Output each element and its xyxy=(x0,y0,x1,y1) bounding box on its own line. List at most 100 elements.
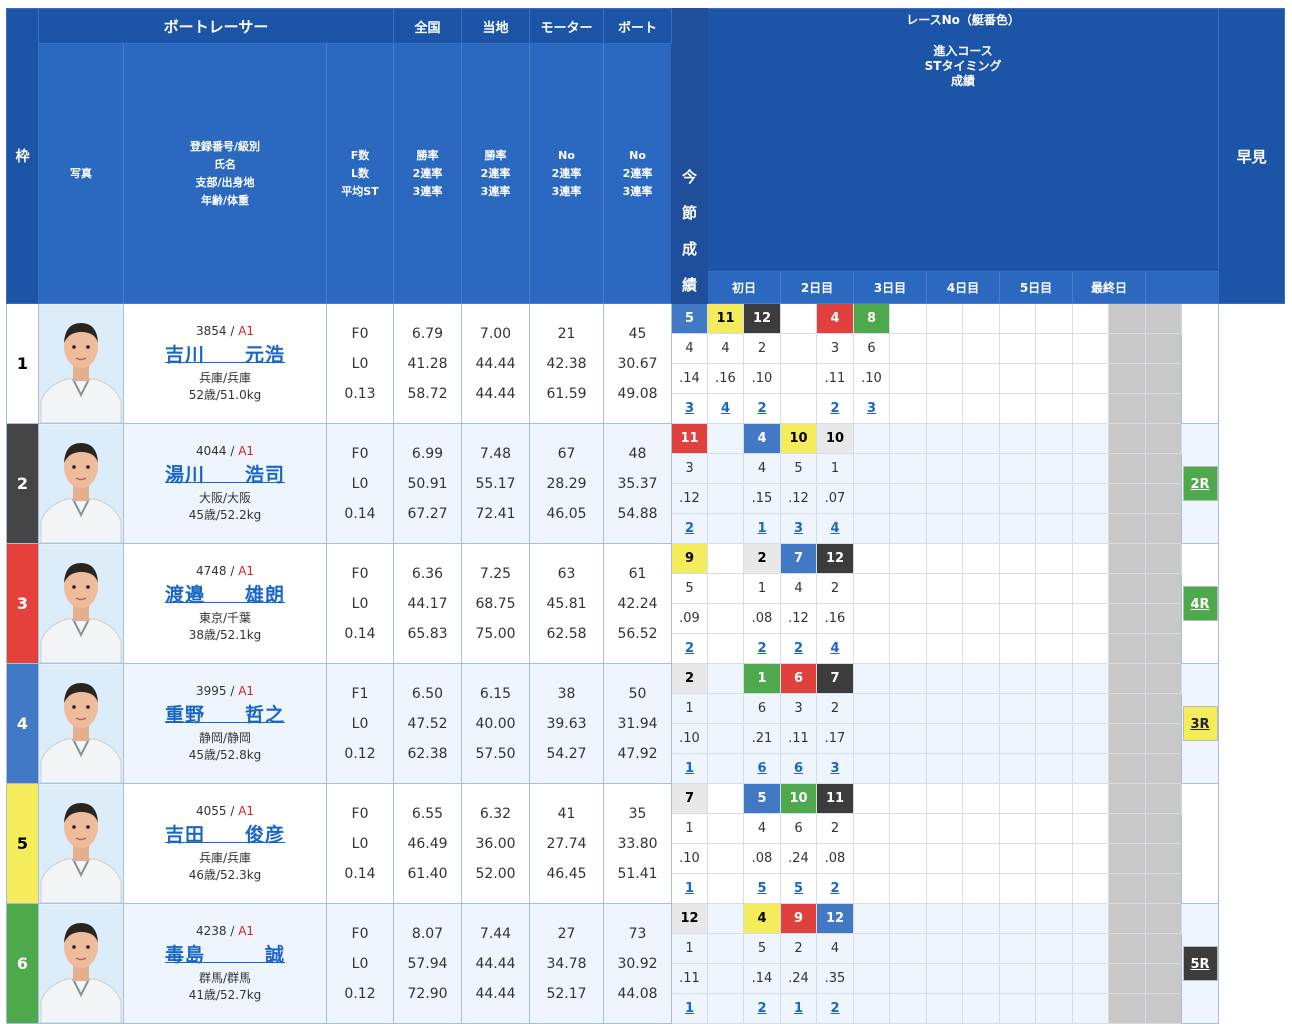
racer-photo-icon xyxy=(39,304,123,423)
race-cell xyxy=(780,333,817,364)
race-cell xyxy=(707,813,744,844)
racer-age-weight: 45歳/52.2kg xyxy=(188,508,262,522)
racer-photo xyxy=(38,303,124,424)
race-cell xyxy=(926,693,963,724)
result-link[interactable]: 4 xyxy=(830,641,840,656)
race-cell: 1 xyxy=(671,813,708,844)
race-cell xyxy=(962,753,1000,784)
result-link[interactable]: 1 xyxy=(684,881,695,896)
racer-class: A1 xyxy=(238,564,255,578)
race-cell xyxy=(1108,333,1146,364)
result-link[interactable]: 3 xyxy=(830,761,840,776)
racer-name-link[interactable]: 重野 哲之 xyxy=(164,704,285,726)
result-link[interactable]: 3 xyxy=(793,521,804,536)
result-link[interactable]: 1 xyxy=(684,761,695,776)
result-link[interactable]: 2 xyxy=(757,1001,767,1016)
race-cell xyxy=(889,993,927,1024)
race-cell: 2 xyxy=(780,633,817,664)
result-link[interactable]: 2 xyxy=(830,1001,840,1016)
race-number: 11 xyxy=(716,311,735,326)
result-link[interactable]: 2 xyxy=(830,881,840,896)
racer-photo-icon xyxy=(39,664,123,783)
nat-stats: 6.55 46.49 61.40 xyxy=(393,783,462,904)
result-link[interactable]: 4 xyxy=(720,401,731,416)
race-number: 9 xyxy=(793,911,804,926)
race-cell xyxy=(1035,963,1073,994)
race-cell xyxy=(1035,873,1073,904)
hayami-button[interactable]: 4R xyxy=(1182,586,1218,621)
race-cell xyxy=(853,603,890,634)
result-link[interactable]: 5 xyxy=(793,881,804,896)
race-cell: 6 xyxy=(780,663,817,694)
result-link[interactable]: 2 xyxy=(830,401,840,416)
racer-name-link[interactable]: 毒島 誠 xyxy=(164,944,285,966)
racer-photo xyxy=(38,423,124,544)
racer-name-link[interactable]: 吉田 俊彦 xyxy=(164,824,285,846)
result-link[interactable]: 2 xyxy=(793,641,804,656)
result-link[interactable]: 3 xyxy=(866,401,877,416)
racer-name-link[interactable]: 渡邉 雄朗 xyxy=(164,584,285,606)
race-cell xyxy=(1072,873,1109,904)
race-cell: 7 xyxy=(671,783,708,814)
racer-name-link[interactable]: 吉川 元浩 xyxy=(164,344,285,366)
race-cell xyxy=(962,963,1000,994)
race-number: 7 xyxy=(830,671,840,686)
race-cell: 6 xyxy=(743,693,781,724)
racer-class: A1 xyxy=(238,684,255,698)
course: 1 xyxy=(685,941,694,956)
result-link[interactable]: 2 xyxy=(757,641,767,656)
waku-number: 5 xyxy=(6,783,39,904)
race-cell xyxy=(926,483,963,514)
course: 6 xyxy=(757,701,767,716)
result-link[interactable]: 3 xyxy=(684,401,695,416)
racer-info: 4238 / A1 毒島 誠群馬/群馬 41歳/52.7kg xyxy=(123,903,327,1024)
racer-age-weight: 45歳/52.8kg xyxy=(188,748,262,762)
race-number: 5 xyxy=(684,311,695,326)
result-link[interactable]: 1 xyxy=(793,1001,804,1016)
hayami-button[interactable]: 5R xyxy=(1182,946,1218,981)
race-cell: 5 xyxy=(743,783,781,814)
st-timing: .09 xyxy=(679,611,700,626)
race-cell xyxy=(999,633,1036,664)
race-cell: 11 xyxy=(707,303,744,334)
race-cell xyxy=(1072,753,1109,784)
race-cell: 2 xyxy=(743,633,781,664)
race-cell xyxy=(999,723,1036,754)
race-cell xyxy=(1035,903,1073,934)
racer-name-link[interactable]: 湯川 浩司 xyxy=(164,464,285,486)
race-cell: .10 xyxy=(671,723,708,754)
racer-photo-icon xyxy=(39,424,123,543)
race-cell xyxy=(707,963,744,994)
hayami-button[interactable]: 2R xyxy=(1182,466,1218,501)
race-cell xyxy=(999,783,1036,814)
result-link[interactable]: 2 xyxy=(684,641,695,656)
st-timing: .11 xyxy=(679,971,700,986)
result-link[interactable]: 1 xyxy=(684,1001,695,1016)
result-link[interactable]: 6 xyxy=(757,761,767,776)
reg-header: 登録番号/級別 氏名 支部/出身地 年齢/体重 xyxy=(123,43,327,304)
result-link[interactable]: 2 xyxy=(757,401,767,416)
result-link[interactable]: 6 xyxy=(793,761,804,776)
hayami-button[interactable]: 3R xyxy=(1182,706,1218,741)
race-cell xyxy=(1145,813,1182,844)
result-link[interactable]: 2 xyxy=(684,521,695,536)
race-cell xyxy=(853,783,890,814)
day-label: 最終日 xyxy=(1072,271,1146,304)
loc-stats: 7.00 44.44 44.44 xyxy=(461,303,530,424)
race-number: 9 xyxy=(684,551,695,566)
result-link[interactable]: 5 xyxy=(757,881,767,896)
race-cell: .16 xyxy=(816,603,854,634)
race-title-header: レースNo（艇番色） xyxy=(706,8,1220,44)
race-cell xyxy=(1035,483,1073,514)
course: 4 xyxy=(830,941,840,956)
race-cell xyxy=(962,363,1000,394)
race-cell xyxy=(1072,573,1109,604)
result-link[interactable]: 1 xyxy=(757,521,767,536)
st-timing: .10 xyxy=(861,371,882,386)
race-cell xyxy=(889,693,927,724)
race-cell xyxy=(889,633,927,664)
race-cell xyxy=(1108,393,1146,424)
motor-stats: 67 28.29 46.05 xyxy=(529,423,604,544)
result-link[interactable]: 4 xyxy=(830,521,840,536)
st-timing: .10 xyxy=(679,851,700,866)
